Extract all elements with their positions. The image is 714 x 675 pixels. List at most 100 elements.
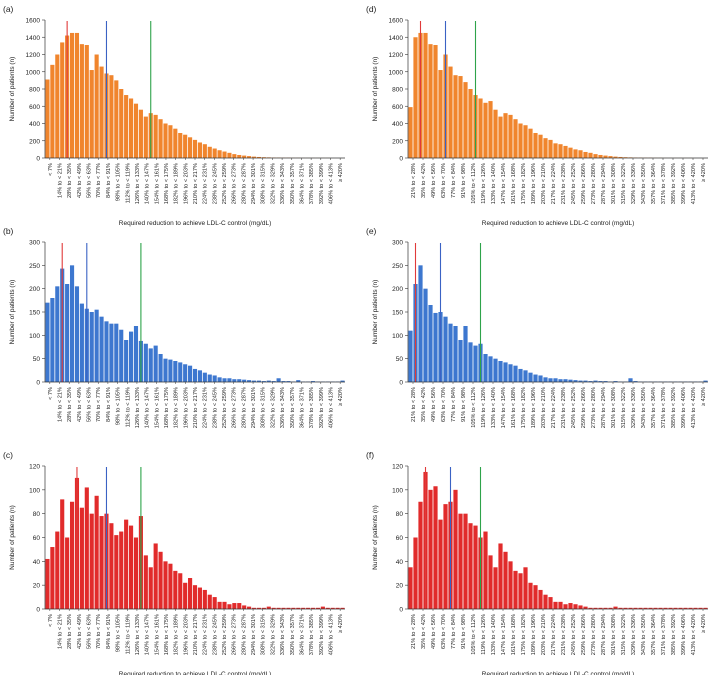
bar xyxy=(663,607,668,609)
y-axis-label: Number of patients (n) xyxy=(372,505,379,570)
bar xyxy=(613,606,618,609)
x-tick-label: 392% to < 399% xyxy=(319,614,325,655)
x-tick-label: 196% to < 203% xyxy=(183,387,189,428)
x-tick-label: 343% to < 350% xyxy=(641,163,647,204)
bar xyxy=(533,585,538,609)
x-tick-label: 56% to < 63% xyxy=(87,387,93,422)
bar xyxy=(413,37,418,158)
x-tick-label: 98% to < 105% xyxy=(116,163,122,201)
x-tick-label: 63% to < 70% xyxy=(441,614,447,649)
bar xyxy=(623,157,628,158)
bar xyxy=(232,154,237,158)
x-tick-label: 413% to < 420% xyxy=(691,614,697,655)
bar xyxy=(408,330,413,382)
x-tick-label: 175% to < 182% xyxy=(521,387,527,428)
x-tick-label: 91% to < 98% xyxy=(461,163,467,198)
bar xyxy=(79,44,84,158)
bar xyxy=(408,567,413,609)
bar xyxy=(448,66,453,158)
y-tick-label: 1000 xyxy=(389,69,404,76)
bar xyxy=(498,116,503,158)
bar xyxy=(503,362,508,382)
x-tick-label: 259% to < 266% xyxy=(581,163,587,204)
y-tick-label: 1400 xyxy=(389,35,404,42)
panel-4: (e) 0 50 100 150 200 250 300 Number of patients … xyxy=(366,226,708,428)
bar xyxy=(483,102,488,158)
bar xyxy=(453,489,458,609)
bar xyxy=(256,607,261,609)
bar xyxy=(428,489,433,609)
bar xyxy=(251,156,257,158)
panel-1: (b) 0 50 100 150 200 250 300 Number of patients … xyxy=(3,226,345,428)
bar xyxy=(488,356,493,382)
bar xyxy=(197,587,202,609)
x-tick-label: 63% to < 70% xyxy=(441,163,447,198)
bar xyxy=(114,80,119,158)
y-tick-label: 600 xyxy=(29,104,40,111)
x-tick-label: < 7% xyxy=(48,614,54,627)
bar xyxy=(158,551,163,609)
bar xyxy=(192,368,198,382)
bar xyxy=(678,607,683,609)
x-tick-label: 357% to < 364% xyxy=(651,614,657,655)
x-tick-label: 70% to < 77% xyxy=(96,614,102,649)
bar xyxy=(523,370,528,382)
bar xyxy=(197,142,202,158)
y-tick-label: 600 xyxy=(392,104,403,111)
x-tick-label: 70% to < 77% xyxy=(96,163,102,198)
bar xyxy=(493,567,498,609)
bar xyxy=(558,601,563,609)
bar xyxy=(598,607,603,609)
bar xyxy=(124,95,129,158)
x-tick-label: 161% to < 168% xyxy=(511,387,517,428)
x-tick-label: 140% to < 147% xyxy=(145,387,151,428)
bar xyxy=(266,380,271,382)
x-tick-label: 308% to < 315% xyxy=(261,387,267,428)
bar xyxy=(188,365,193,382)
x-tick-label: 329% to < 336% xyxy=(631,614,637,655)
bar xyxy=(173,361,178,382)
y-tick-label: 20 xyxy=(33,583,41,590)
x-tick-label: 189% to < 196% xyxy=(531,614,537,655)
x-tick-label: 343% to < 350% xyxy=(641,387,647,428)
bar xyxy=(608,156,613,158)
bar xyxy=(598,381,603,382)
bar xyxy=(588,152,593,158)
bar xyxy=(232,379,237,382)
x-tick-label: 413% to < 420% xyxy=(691,163,697,204)
bar xyxy=(242,379,247,382)
bar xyxy=(148,348,153,382)
bar xyxy=(129,331,134,382)
x-tick-label: 147% to < 154% xyxy=(501,387,507,428)
bar xyxy=(256,380,261,382)
x-tick-label: 217% to < 224% xyxy=(551,614,557,655)
x-tick-label: 406% to < 413% xyxy=(328,614,334,655)
bar xyxy=(428,305,433,382)
bar xyxy=(638,607,643,609)
bar xyxy=(673,607,678,609)
x-tick-label: 301% to < 308% xyxy=(611,387,617,428)
x-tick-label: 112% to < 119% xyxy=(125,387,131,427)
bar xyxy=(247,606,252,609)
x-tick-label: 84% to < 91% xyxy=(106,614,112,649)
bar xyxy=(50,64,55,158)
x-tick-label: 35% to < 42% xyxy=(421,163,427,198)
bar xyxy=(453,75,458,158)
panel-0: (a) 0 200 400 600 800 1000 1200 1400 1600 Number o… xyxy=(3,4,345,227)
x-tick-label: 154% to < 161% xyxy=(154,614,160,655)
x-tick-label: < 7% xyxy=(48,387,54,400)
bar xyxy=(242,605,247,609)
bar xyxy=(473,525,478,609)
bar xyxy=(261,157,266,158)
bar xyxy=(143,555,148,609)
bar xyxy=(119,89,124,158)
bar xyxy=(463,82,468,158)
x-tick-label: ≥ 420% xyxy=(338,614,344,633)
bar xyxy=(340,380,345,382)
bar xyxy=(261,607,266,609)
bar xyxy=(568,147,573,158)
bar xyxy=(291,607,296,609)
bar xyxy=(573,380,578,382)
bar xyxy=(276,378,281,382)
y-tick-label: 1200 xyxy=(26,52,41,59)
